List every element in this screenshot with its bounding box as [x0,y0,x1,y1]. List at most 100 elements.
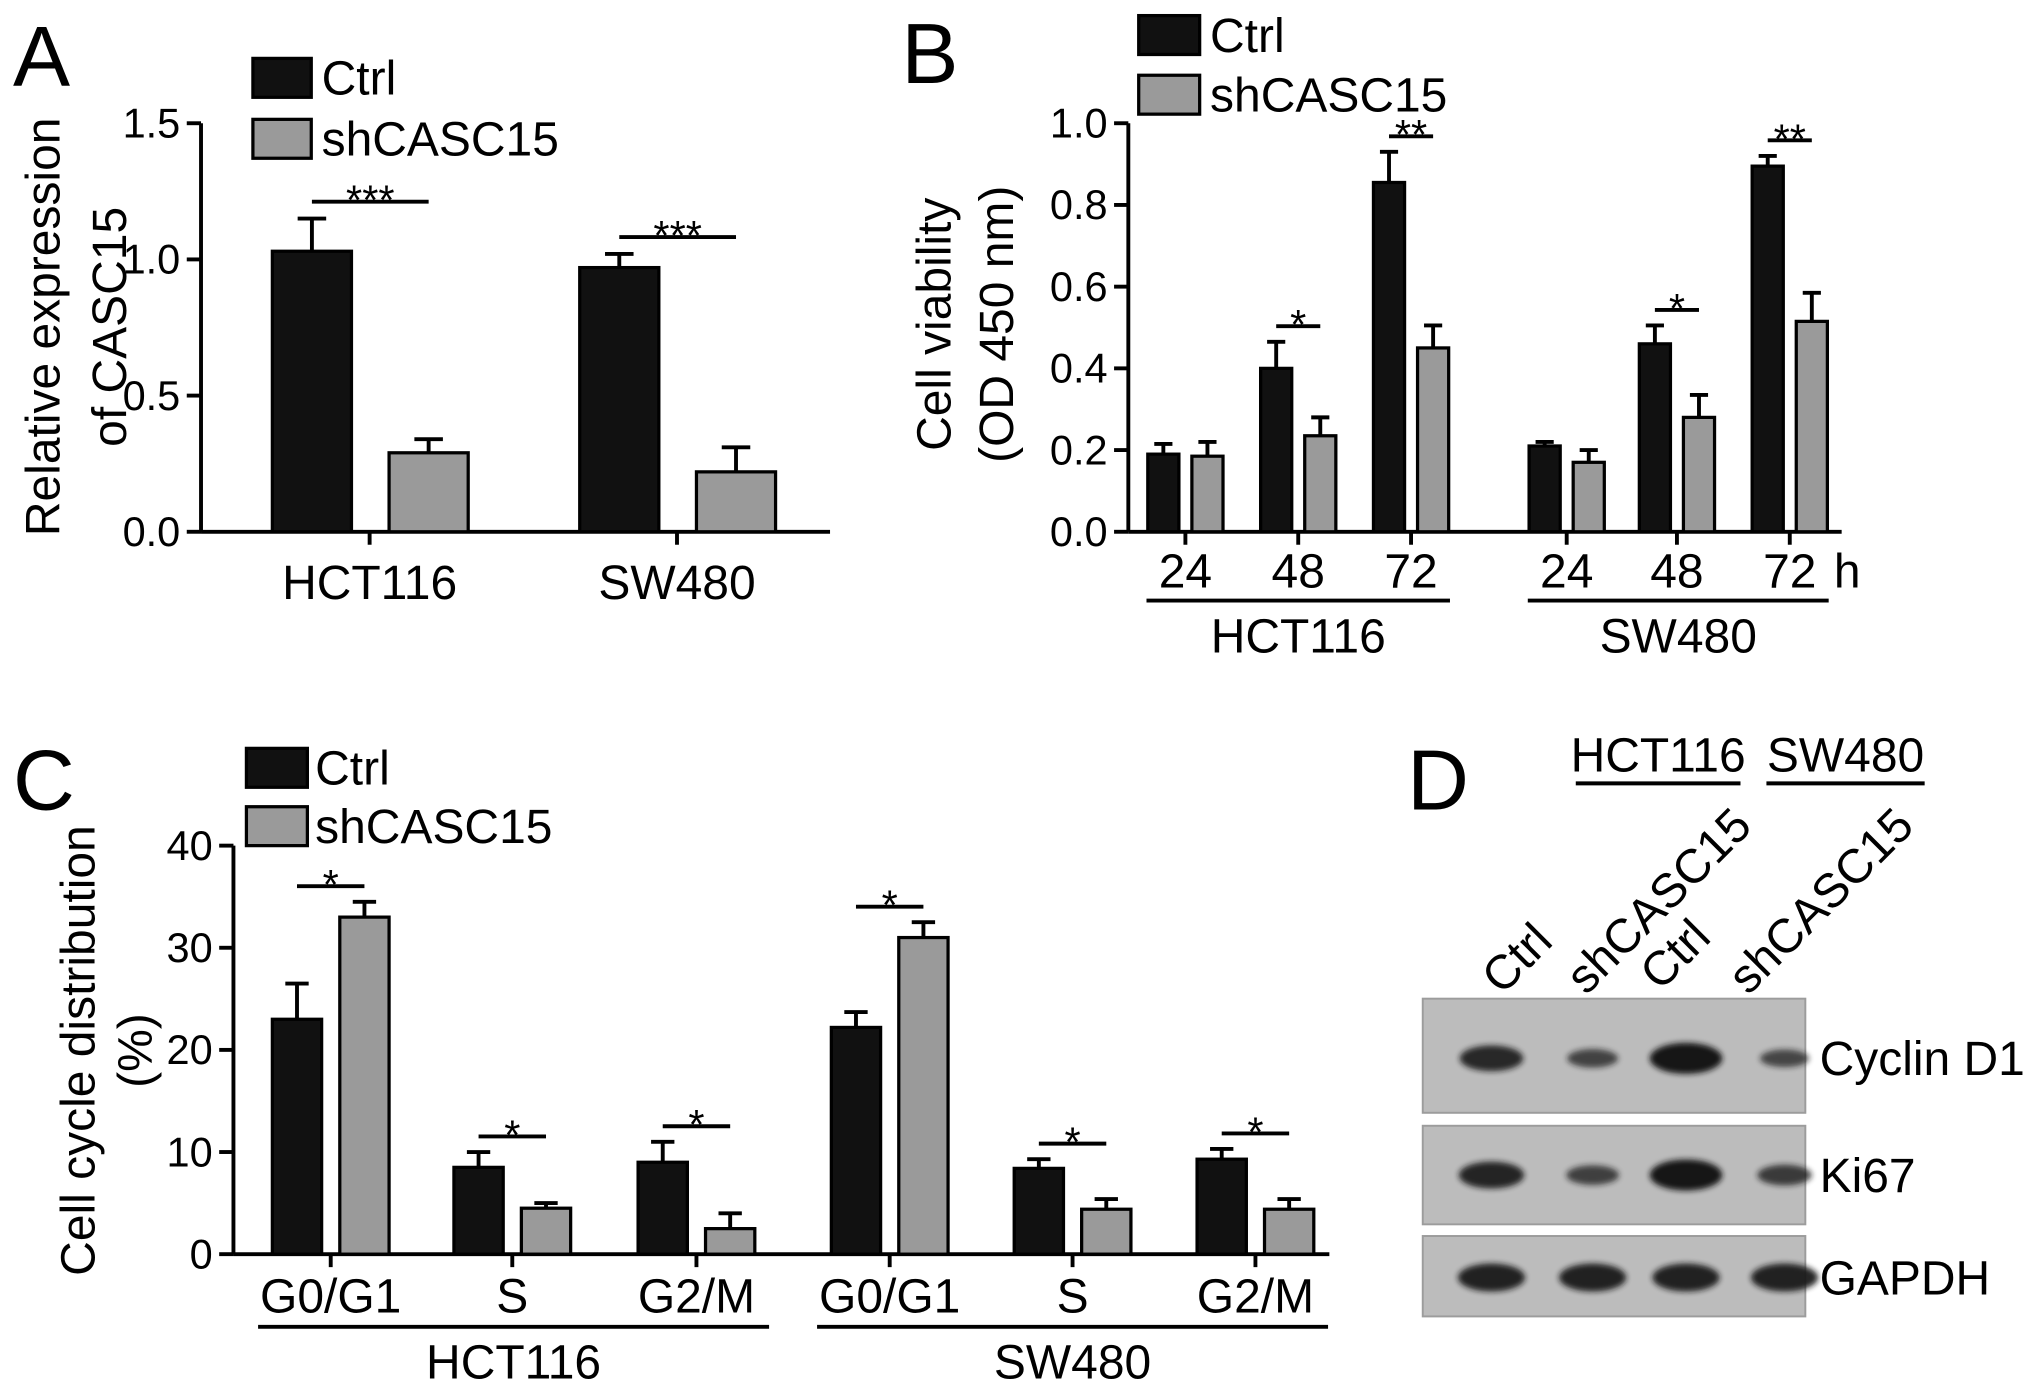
group-label: SW480 [994,1337,1151,1387]
bar-ctrl [1371,180,1407,534]
panel-letter: D [1407,733,1469,828]
panel-letter: A [13,10,70,105]
bar-shcasc15 [387,451,470,534]
bar-ctrl [1146,452,1181,534]
significance-label: *** [346,177,394,224]
significance-label: ** [1774,115,1806,162]
legend-label: Ctrl [315,743,390,796]
legend-swatch-shcasc15 [251,117,313,160]
group-label: HCT116 [426,1337,601,1387]
bar-shcasc15 [703,1227,757,1256]
legend-swatch-ctrl [1137,13,1202,57]
legend-label: Ctrl [1210,10,1285,63]
significance-label: * [1247,1108,1263,1155]
blot-row-label: GAPDH [1820,1252,1991,1305]
y-tick-label: 30 [167,924,213,971]
bar-ctrl [578,265,661,534]
bar-shcasc15 [519,1206,573,1256]
y-tick-label: 0.4 [1050,345,1108,392]
bar-shcasc15 [1190,454,1225,534]
bar-shcasc15 [694,470,778,534]
legend-swatch-shcasc15 [244,805,309,848]
protein-band [1760,1049,1810,1068]
significance-label: *** [653,212,701,259]
legend-swatch-ctrl [244,746,309,789]
x-tick-label: G2/M [1197,1271,1314,1324]
panel-letter: B [901,7,958,102]
protein-band [1652,1263,1720,1292]
y-tick-label: 1.0 [123,236,181,283]
western-blot-panel: D HCT116CtrlshCASC15SW480CtrlshCASC15Cycl… [1407,730,2025,1318]
significance-label: ** [1395,111,1427,158]
legend-swatch-shcasc15 [1137,73,1202,116]
x-unit-label: h [1834,546,1861,599]
y-tick-label: 0.5 [123,372,181,419]
legend-label: shCASC15 [322,114,559,167]
x-tick-label: 48 [1650,546,1703,599]
y-tick-label: 1.5 [123,100,181,147]
legend-label: shCASC15 [1210,70,1447,123]
y-tick-label: 10 [167,1128,213,1175]
bar-shcasc15 [1571,460,1606,534]
bar-shcasc15 [1415,346,1451,534]
x-tick-label: 72 [1384,546,1437,599]
y-tick-label: 0 [190,1230,213,1277]
protein-band [1566,1165,1619,1185]
lane-label: Ctrl [1472,914,1562,1004]
bar-shcasc15 [1794,319,1830,534]
y-tick-label: 0.6 [1050,263,1108,310]
bar-shcasc15 [1303,434,1338,534]
x-tick-label: G0/G1 [260,1271,401,1324]
protein-band [1457,1263,1526,1292]
bar-ctrl [1750,164,1785,534]
blot-row-label: Cyclin D1 [1820,1033,2025,1086]
protein-band [1567,1048,1619,1068]
bar-ctrl [829,1025,883,1256]
protein-band [1750,1263,1819,1292]
bar-shcasc15 [1262,1207,1316,1256]
y-axis-label: Cell cycle distribution [53,825,106,1276]
panel-letter: C [13,733,75,828]
bar-ctrl [1195,1157,1248,1256]
protein-band [1459,1045,1524,1072]
y-tick-label: 1.0 [1050,100,1108,147]
blot-group-label: SW480 [1767,730,1924,783]
x-tick-label: S [496,1271,528,1324]
significance-label: * [688,1101,704,1148]
protein-band [1649,1042,1723,1074]
y-tick-label: 0.0 [1050,508,1108,555]
significance-label: * [882,882,898,929]
chart-panel-a: A 0.0 0.5 1.0 1.5 Relative expression of CASC1… [13,10,831,610]
bar-ctrl [270,249,354,534]
group-label: HCT116 [1211,610,1386,663]
chart-panel-c: C 0 10 20 30 40 Cell cycle distribution (%) G0/G… [13,733,1330,1387]
x-tick-label: 48 [1272,546,1325,599]
bar-ctrl [636,1160,689,1256]
blot-group-label: HCT116 [1571,730,1746,783]
legend-swatch-ctrl [251,56,313,99]
y-tick-label: 0.8 [1050,181,1108,228]
bar-ctrl [1258,366,1294,534]
protein-band [1559,1263,1627,1292]
group-label: SW480 [1600,610,1757,663]
bar-shcasc15 [897,935,950,1256]
y-tick-label: 0.2 [1050,426,1108,473]
x-tick-label: HCT116 [282,557,457,610]
y-tick-label: 0.0 [123,508,181,555]
y-axis-label: (%) [110,1013,163,1088]
significance-label: * [323,861,339,908]
bar-shcasc15 [1080,1207,1133,1256]
x-tick-label: 72 [1763,546,1816,599]
y-axis-label: Cell viability [909,198,962,451]
bar-ctrl [1637,342,1673,534]
bar-ctrl [452,1165,505,1256]
y-axis-label: Relative expression [18,118,71,537]
bar-ctrl [1012,1166,1066,1256]
x-tick-label: G0/G1 [819,1271,960,1324]
x-tick-label: G2/M [638,1271,755,1324]
bar-shcasc15 [338,915,391,1256]
legend-label: Ctrl [322,53,397,106]
bar-ctrl [270,1017,324,1256]
x-tick-label: 24 [1540,546,1593,599]
